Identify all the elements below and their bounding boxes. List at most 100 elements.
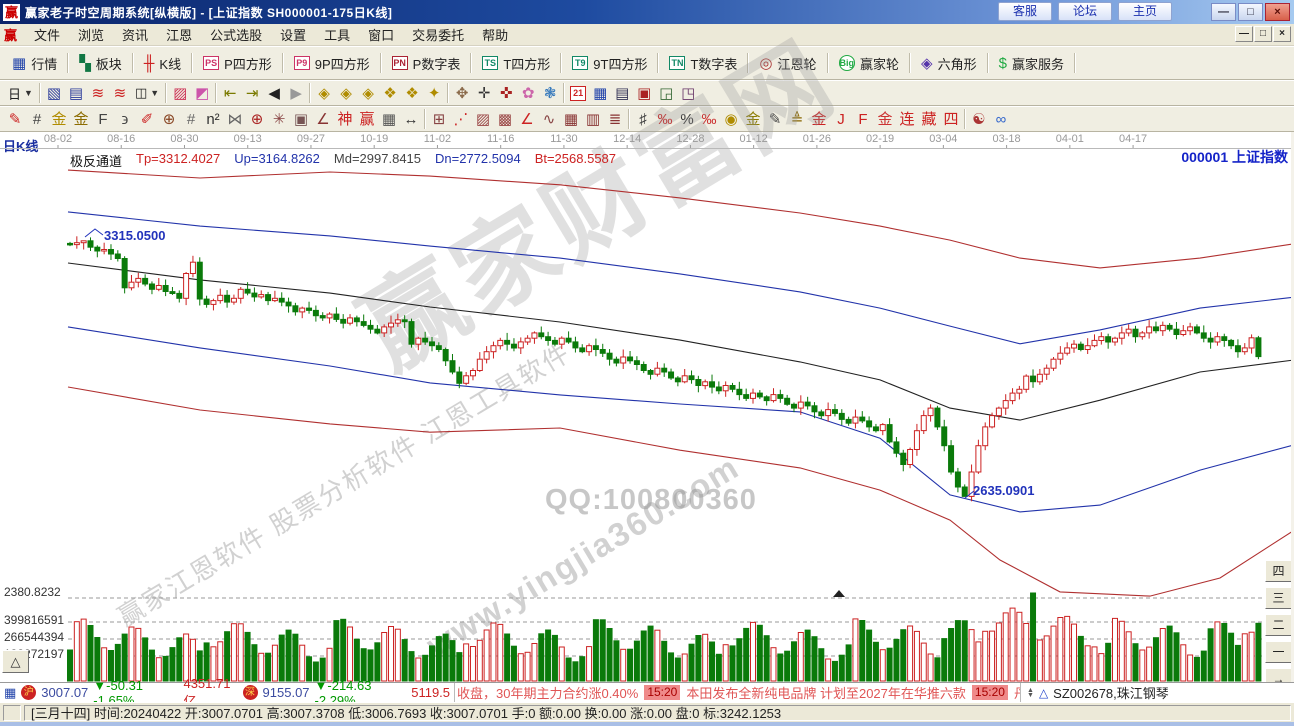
kline-chart-canvas[interactable] [0, 132, 1294, 682]
gold-angle-icon[interactable]: 金 [877, 110, 893, 128]
brush-icon[interactable]: ✐ [140, 110, 154, 128]
rays-icon[interactable]: ⋰ [453, 110, 469, 128]
hexagon-button[interactable]: ◈ 六角形 [921, 54, 977, 72]
stock-spinner[interactable]: ▲ ▼ [1027, 686, 1034, 699]
mdi-restore-button[interactable]: □ [1254, 26, 1272, 42]
market-grid-icon[interactable]: ▦ [4, 684, 17, 700]
diamond-h-icon[interactable]: ◈ [362, 84, 374, 102]
9t-square-button[interactable]: T9 9T四方形 [564, 50, 655, 76]
calculator-icon[interactable]: ▦ [593, 84, 608, 102]
t-square-button[interactable]: TS T四方形 [474, 50, 558, 76]
service-button[interactable]: 客服 [998, 2, 1052, 21]
sectors-button[interactable]: ▚ 板块 [79, 54, 122, 72]
t-number-button[interactable]: TN T数字表 [669, 56, 738, 72]
pane-count-button-4[interactable]: 一 [1265, 641, 1292, 663]
kline-button[interactable]: ╫ K线 [143, 54, 182, 72]
delta-lines-icon[interactable]: ≜ [790, 110, 804, 128]
starburst-icon[interactable]: ✳ [272, 110, 286, 128]
circle-grid-icon[interactable]: ⊕ [162, 110, 176, 128]
knot-icon[interactable]: ❃ [543, 84, 557, 102]
diamond-left-icon[interactable]: ◈ [318, 84, 330, 102]
shen-icon[interactable]: 神 [337, 110, 353, 128]
lian-angle-icon[interactable]: 连 [899, 110, 915, 128]
menu-item-7[interactable]: 工具 [324, 28, 351, 43]
bars9-icon[interactable]: ≋ [113, 84, 127, 102]
winner-service-button[interactable]: $ 赢家服务 [998, 54, 1064, 72]
solid-grid2-icon[interactable]: ▥ [585, 110, 601, 128]
menu-item-10[interactable]: 帮助 [482, 28, 509, 43]
shade-square2-icon[interactable]: ▩ [497, 110, 513, 128]
diag-lines-icon[interactable]: ≣ [608, 110, 622, 128]
export-icon[interactable]: ◲ [659, 84, 674, 102]
prev-icon[interactable]: ◀ [268, 84, 280, 102]
last-page-icon[interactable]: ⇥ [245, 84, 259, 102]
cang-angle-icon[interactable]: 藏 [921, 110, 937, 128]
pattern-icon[interactable]: ▨ [173, 84, 188, 102]
home-button[interactable]: 主页 [1118, 2, 1172, 21]
crosshair-icon[interactable]: ✛ [477, 84, 491, 102]
ying-icon[interactable]: 赢 [359, 110, 375, 128]
infinity-icon[interactable]: ∞ [995, 110, 1007, 128]
diamond-v-icon[interactable]: ❖ [405, 84, 419, 102]
minimize-button[interactable]: — [1211, 3, 1236, 21]
j-angle-icon[interactable]: J [837, 110, 845, 128]
compass-icon[interactable]: ⊕ [250, 110, 264, 128]
forum-button[interactable]: 论坛 [1058, 2, 1112, 21]
shade-square-icon[interactable]: ▨ [475, 110, 491, 128]
gold-circle-icon[interactable]: ◉ [724, 110, 738, 128]
menu-item-2[interactable]: 浏览 [78, 28, 105, 43]
menu-item-6[interactable]: 设置 [280, 28, 307, 43]
mdi-close-button[interactable]: × [1273, 26, 1291, 42]
spiral-icon[interactable]: ϶ [121, 110, 129, 128]
p-square-button[interactable]: PS P四方形 [203, 56, 272, 72]
bars3-icon[interactable]: ≋ [91, 84, 105, 102]
grid-tool-icon[interactable]: # [32, 110, 42, 128]
save-icon[interactable]: ▣ [637, 84, 652, 102]
gold-lines-icon[interactable]: 金 [745, 110, 761, 128]
measure-icon[interactable]: ✜ [499, 84, 513, 102]
mirror-icon[interactable]: ⋈ [227, 110, 243, 128]
notes-icon[interactable]: ▤ [615, 84, 630, 102]
pitchfork-icon[interactable]: ♯ [639, 110, 647, 128]
news-ticker[interactable]: 收盘，30年期主力合约涨0.40% 15:20 本田发布全新纯电品牌 计划至2027… [455, 683, 1020, 702]
percent-icon[interactable]: % [680, 110, 694, 128]
period-selector[interactable]: 日 ▼ [8, 86, 33, 102]
mdi-minimize-button[interactable]: — [1235, 26, 1253, 42]
diamond-right-icon[interactable]: ◈ [340, 84, 352, 102]
candle-style-selector[interactable]: ◫ ▼ [134, 85, 160, 100]
n2-icon[interactable]: n² [206, 110, 220, 128]
width-arrow-icon[interactable]: ↔ [403, 110, 419, 128]
print-icon[interactable]: ◳ [681, 84, 696, 102]
wave-tool-icon[interactable]: ∿ [542, 110, 556, 128]
f10-info-icon[interactable]: ▤ [68, 84, 84, 102]
yinyang-icon[interactable]: ☯ [972, 110, 986, 128]
winner-wheel-button[interactable]: Big 赢家轮 [838, 55, 900, 72]
gold-grid-icon[interactable]: 金 [51, 110, 67, 128]
menu-item-3[interactable]: 资讯 [122, 28, 149, 43]
si-angle-icon[interactable]: 四 [943, 110, 959, 128]
pen2-icon[interactable]: ✎ [768, 110, 782, 128]
pane-count-button-2[interactable]: 三 [1265, 587, 1292, 609]
percent7-icon[interactable]: ‰ [657, 110, 673, 128]
square-target-icon[interactable]: ▣ [293, 110, 309, 128]
diamond-all-icon[interactable]: ✦ [427, 84, 441, 102]
percent3-icon[interactable]: ‰ [701, 110, 717, 128]
pan-hand-icon[interactable]: ✥ [455, 84, 469, 102]
calendar-icon[interactable]: 21 [567, 83, 589, 103]
p-number-button[interactable]: PN P数字表 [391, 56, 461, 72]
gann-wheel-button[interactable]: ◎ 江恩轮 [759, 54, 817, 72]
hash-grid-icon[interactable]: # [186, 110, 196, 128]
f-angle-icon[interactable]: F [858, 110, 868, 128]
f-grid-icon[interactable]: F [98, 110, 108, 128]
chart-type-icon[interactable]: ▧ [46, 84, 62, 102]
solid-grid-icon[interactable]: ▦ [563, 110, 579, 128]
pane-count-button-3[interactable]: 二 [1265, 614, 1292, 636]
menu-item-1[interactable]: 文件 [34, 28, 61, 43]
panel-expander-button[interactable]: △ [2, 650, 29, 673]
rose-icon[interactable]: ✿ [521, 84, 535, 102]
quotes-button[interactable]: ▦ 行情 [12, 54, 58, 72]
trend-flag-icon[interactable]: ◩ [195, 84, 210, 102]
9p-square-button[interactable]: P9 9P四方形 [286, 50, 378, 76]
menu-item-8[interactable]: 窗口 [368, 28, 395, 43]
first-page-icon[interactable]: ⇤ [223, 84, 237, 102]
